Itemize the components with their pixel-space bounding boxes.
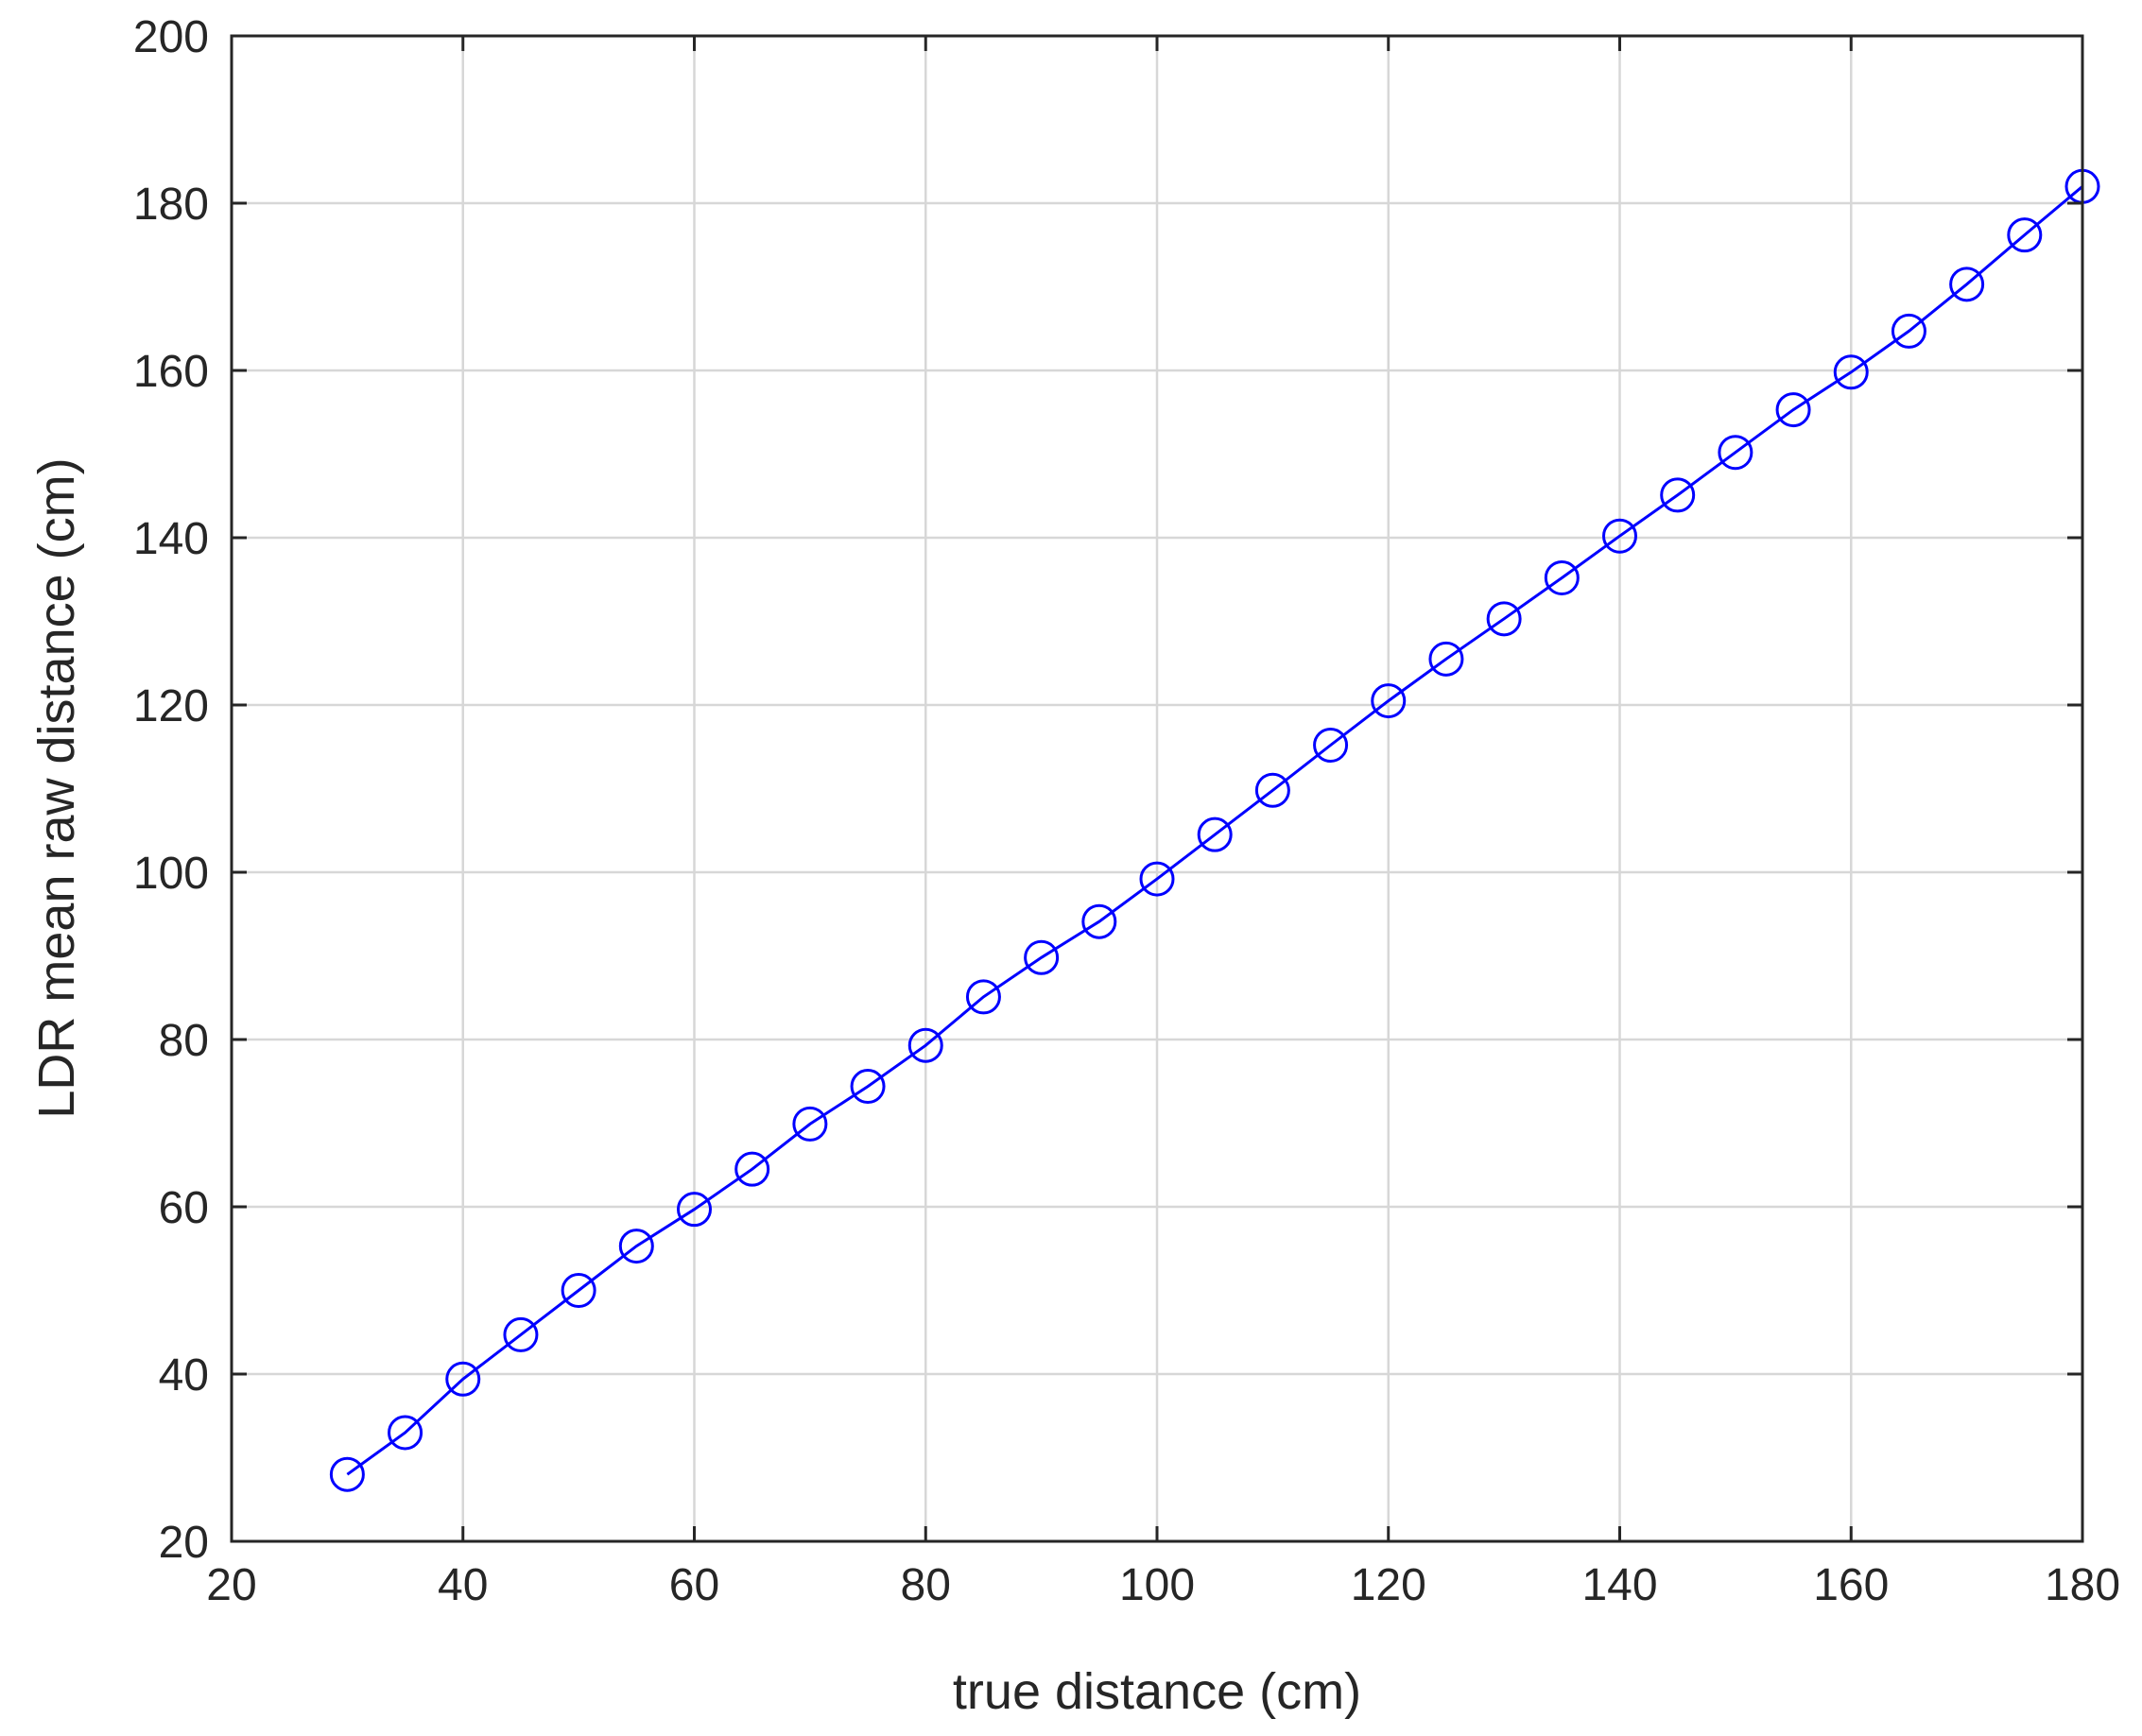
data-point xyxy=(503,1316,539,1352)
data-point xyxy=(1139,861,1175,897)
y-tick-label: 120 xyxy=(133,681,209,731)
data-point xyxy=(792,1106,828,1142)
data-point xyxy=(1718,435,1753,471)
x-tick-label: 160 xyxy=(1813,1560,1889,1610)
x-tick-label: 40 xyxy=(438,1560,488,1610)
data-point xyxy=(561,1273,596,1308)
x-axis-label: true distance (cm) xyxy=(953,1663,1361,1720)
y-tick-label: 200 xyxy=(133,12,209,62)
data-point xyxy=(1197,816,1233,852)
data-point xyxy=(965,979,1001,1015)
data-point xyxy=(329,1456,365,1492)
data-series xyxy=(329,168,2100,1492)
y-axis-label: LDR mean raw distance (cm) xyxy=(28,457,85,1118)
data-point xyxy=(618,1229,654,1264)
data-point xyxy=(1486,601,1522,637)
data-point xyxy=(2007,217,2043,253)
y-tick-label: 60 xyxy=(159,1183,209,1233)
data-point xyxy=(907,1027,943,1063)
y-tick-label: 160 xyxy=(133,347,209,397)
data-point xyxy=(677,1192,712,1228)
x-tick-label: 60 xyxy=(669,1560,719,1610)
data-point xyxy=(850,1069,886,1105)
data-point xyxy=(445,1361,481,1397)
data-point xyxy=(1833,354,1869,390)
y-tick-label: 80 xyxy=(159,1016,209,1066)
data-point xyxy=(1081,903,1117,939)
data-point xyxy=(1891,313,1926,349)
data-point xyxy=(1428,641,1464,677)
x-tick-label: 120 xyxy=(1351,1560,1426,1610)
data-point xyxy=(1544,559,1580,595)
data-point xyxy=(1602,518,1637,554)
data-point xyxy=(1660,477,1696,513)
series-line xyxy=(346,185,2083,1476)
data-point xyxy=(1024,939,1060,975)
data-point xyxy=(1775,392,1811,428)
y-tick-label: 180 xyxy=(133,180,209,230)
y-tick-label: 20 xyxy=(159,1518,209,1568)
x-tick-label: 100 xyxy=(1119,1560,1195,1610)
y-tick-label: 140 xyxy=(133,514,209,564)
data-point xyxy=(1254,772,1290,808)
x-tick-label: 180 xyxy=(2045,1560,2120,1610)
y-tick-label: 40 xyxy=(159,1350,209,1401)
data-point xyxy=(1949,266,1985,302)
x-tick-label: 20 xyxy=(206,1560,256,1610)
data-point xyxy=(388,1415,423,1451)
data-point xyxy=(1371,683,1407,719)
data-point xyxy=(734,1151,770,1187)
axis-ticks: 20 40 60 80 100 120 140 160 180 20 40 60 80 100 120 140… xyxy=(133,12,2120,1610)
y-tick-label: 100 xyxy=(133,849,209,899)
grid-lines xyxy=(232,36,2082,1541)
x-tick-label: 80 xyxy=(901,1560,951,1610)
data-point xyxy=(1313,727,1349,763)
x-tick-label: 140 xyxy=(1581,1560,1657,1610)
